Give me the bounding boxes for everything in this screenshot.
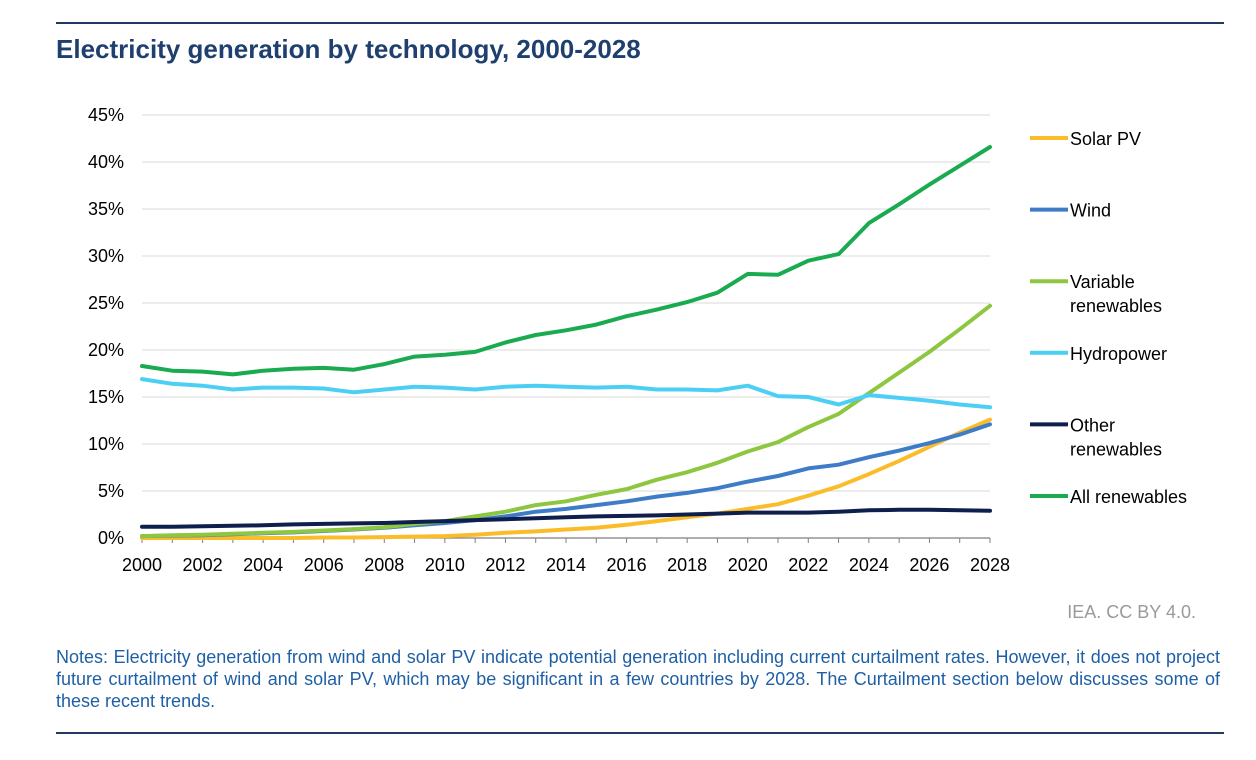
y-tick-label: 0% [98,528,124,548]
y-tick-label: 45% [88,105,124,125]
x-tick-label: 2008 [364,555,404,575]
x-tick-label: 2012 [485,555,525,575]
x-tick-label: 2014 [546,555,586,575]
grid-lines [142,114,990,492]
y-tick-label: 30% [88,246,124,266]
x-tick-label: 2000 [122,555,162,575]
source-credit: IEA. CC BY 4.0. [1067,602,1196,622]
page-title: Electricity generation by technology, 20… [56,34,641,64]
series-line [140,303,992,539]
bottom-rule [56,732,1224,734]
series-line [140,507,992,529]
x-tick-label: 2026 [909,555,949,575]
legend-label: renewables [1070,296,1162,316]
y-tick-label: 20% [88,340,124,360]
series-lines [140,145,992,540]
x-tick-label: 2028 [970,555,1010,575]
y-axis-ticks: 0% 5% 10% 15% 20% 25% 30% 35% 40% 45% [88,105,124,548]
series-line [140,417,992,540]
legend-label: All renewables [1070,487,1187,507]
legend-label: Wind [1070,201,1111,221]
x-tick-label: 2018 [667,555,707,575]
x-tick-label: 2024 [849,555,889,575]
y-tick-label: 10% [88,434,124,454]
series-line [140,145,992,377]
x-tick-label: 2016 [607,555,647,575]
x-tick-label: 2020 [728,555,768,575]
x-axis: 2000 2002 2004 2006 2008 2010 2012 2014 2016 2018… [122,537,1010,575]
legend-label: Solar PV [1070,129,1141,149]
legend-label: Variable [1070,272,1135,292]
y-tick-label: 15% [88,387,124,407]
legend-label: renewables [1070,439,1162,459]
x-tick-label: 2022 [788,555,828,575]
top-rule [56,22,1224,24]
legend: Solar PV Wind Variable renewables Hydropower… [1030,129,1187,507]
x-tick-label: 2002 [183,555,223,575]
x-tick-label: 2006 [304,555,344,575]
series-line [140,377,992,410]
chart-notes: Notes: Electricity generation from wind … [56,647,1220,711]
y-tick-label: 35% [88,199,124,219]
series-line [140,422,992,539]
x-tick-label: 2010 [425,555,465,575]
x-tick-label: 2004 [243,555,283,575]
y-tick-label: 40% [88,152,124,172]
y-tick-label: 25% [88,293,124,313]
legend-label: Hydropower [1070,344,1167,364]
legend-label: Other [1070,415,1115,435]
y-tick-label: 5% [98,481,124,501]
